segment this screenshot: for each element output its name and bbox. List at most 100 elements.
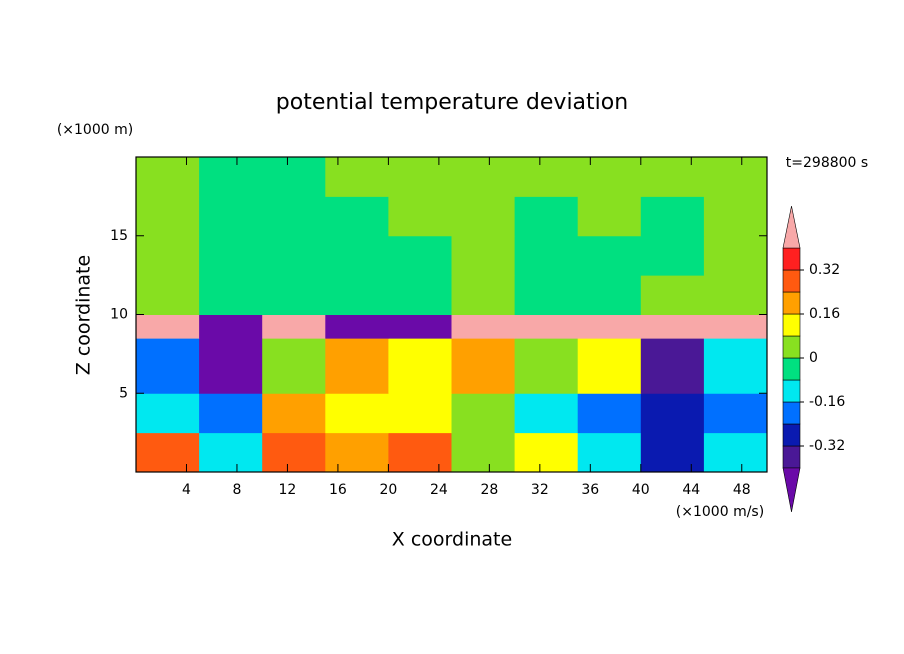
heat-cell (325, 314, 389, 339)
heat-cell (262, 235, 326, 276)
heat-cell (640, 157, 705, 197)
heat-cell (514, 235, 579, 276)
heat-cell (451, 338, 516, 394)
heat-cell (388, 432, 452, 473)
heat-cell (262, 157, 326, 197)
heat-cell (451, 196, 516, 237)
colorbar-extend-high (782, 205, 801, 249)
y-axis-label: Z coordinate (73, 255, 95, 375)
x-tick-label: 44 (682, 482, 700, 498)
heat-cell (199, 235, 263, 276)
heat-cell (136, 196, 200, 237)
colorbar-band (782, 445, 801, 469)
heat-cell (262, 338, 326, 394)
heat-cell (640, 275, 705, 315)
heat-cell (514, 157, 579, 197)
heat-cell (514, 393, 579, 434)
colorbar-tick-label: 0.32 (809, 262, 840, 278)
heat-cell (136, 275, 200, 315)
heat-cell (388, 275, 452, 315)
heat-cell (451, 275, 516, 315)
heat-cell (199, 314, 263, 339)
heat-cell (325, 157, 389, 197)
heat-cell (577, 432, 642, 473)
heat-cell (514, 275, 579, 315)
x-tick-label: 24 (430, 482, 448, 498)
y-tick-label: 10 (110, 307, 128, 323)
heat-cell (703, 338, 768, 394)
colorbar-band (782, 379, 801, 403)
heat-cell (136, 338, 200, 394)
heat-cell (325, 338, 389, 394)
heat-cell (451, 235, 516, 276)
colorbar-band (782, 313, 801, 337)
colorbar-band (782, 401, 801, 425)
colorbar-band (782, 247, 801, 271)
x-tick-label: 40 (632, 482, 650, 498)
y-tick-label: 5 (119, 385, 128, 401)
heat-cell (325, 275, 389, 315)
heat-cell (703, 275, 768, 315)
x-tick-label: 8 (232, 482, 241, 498)
x-tick-label: 36 (581, 482, 599, 498)
heat-cell (703, 157, 768, 197)
y-unit: (×1000 m) (57, 122, 133, 138)
heat-cell (640, 338, 705, 394)
x-tick-label: 12 (279, 482, 297, 498)
x-axis-label: X coordinate (392, 529, 512, 551)
colorbar-tick-label: 0.16 (809, 306, 840, 322)
heat-cell (703, 196, 768, 237)
heat-cell (199, 157, 263, 197)
heat-cell (325, 393, 389, 434)
x-tick-label: 28 (480, 482, 498, 498)
heat-cell (325, 432, 389, 473)
heat-cell (703, 393, 768, 434)
heat-cell (136, 393, 200, 434)
heat-cell (514, 196, 579, 237)
heat-cell (640, 196, 705, 237)
heat-cell (262, 393, 326, 434)
heat-cell (451, 432, 516, 473)
heat-cell (262, 196, 326, 237)
heat-cell (514, 314, 579, 339)
heat-cell (136, 235, 200, 276)
heat-cell (577, 157, 642, 197)
heat-cell (703, 432, 768, 473)
colorbar-extend-low (782, 467, 801, 513)
heat-cell (577, 275, 642, 315)
heat-cell (640, 393, 705, 434)
colorbar-tick-label: -0.32 (809, 438, 845, 454)
colorbar-tick-label: -0.16 (809, 394, 845, 410)
heat-cell (136, 432, 200, 473)
heat-cell (136, 314, 200, 339)
heat-cell (262, 314, 326, 339)
heat-cell (262, 432, 326, 473)
heat-cell (640, 314, 705, 339)
heat-cell (325, 196, 389, 237)
heat-cell (325, 235, 389, 276)
y-tick-label: 15 (110, 228, 128, 244)
chart-title: potential temperature deviation (276, 90, 628, 115)
heat-cell (514, 432, 579, 473)
heat-cell (136, 157, 200, 197)
x-tick-label: 32 (531, 482, 549, 498)
heat-cell (199, 275, 263, 315)
x-tick-label: 48 (733, 482, 751, 498)
colorbar-band (782, 291, 801, 315)
heat-cell (514, 338, 579, 394)
x-unit: (×1000 m/s) (676, 504, 764, 520)
time-label: t=298800 s (786, 155, 868, 171)
heat-cell (388, 196, 452, 237)
heat-cell (199, 338, 263, 394)
heat-cell (640, 432, 705, 473)
heat-cell (577, 314, 642, 339)
heat-cell (577, 196, 642, 237)
heat-cell (577, 393, 642, 434)
heat-cell (703, 235, 768, 276)
heat-cell (199, 393, 263, 434)
heat-cell (451, 157, 516, 197)
heat-cell (388, 235, 452, 276)
x-tick-label: 4 (182, 482, 191, 498)
heat-cell (703, 314, 768, 339)
